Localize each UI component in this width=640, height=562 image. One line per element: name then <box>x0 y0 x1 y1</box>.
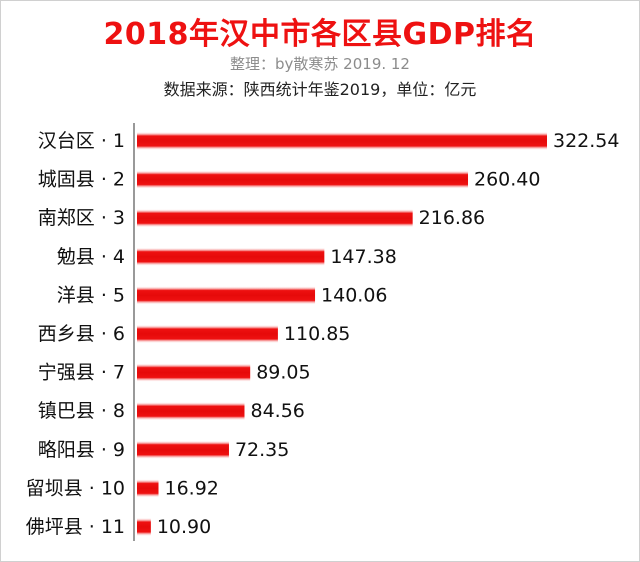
chart-subtitle: 整理：by散寒苏 2019. 12 <box>230 55 410 73</box>
category-label-group: 汉台区 · 1 城固县 · 2 南郑区 · 3 勉县 · 4 洋县 · 5 西乡县 · 6… <box>26 130 125 538</box>
value-label: 110.85 <box>284 323 350 345</box>
value-label: 140.06 <box>321 284 387 306</box>
category-label: 汉台区 · 1 <box>38 130 125 152</box>
value-label: 16.92 <box>165 477 219 499</box>
bar <box>137 518 151 536</box>
category-label: 南郑区 · 3 <box>38 207 125 229</box>
value-label: 147.38 <box>330 246 396 268</box>
value-label: 84.56 <box>250 400 304 422</box>
bar <box>137 479 159 498</box>
value-label: 72.35 <box>235 439 289 461</box>
category-label: 洋县 · 5 <box>57 284 125 306</box>
bar <box>137 170 469 189</box>
bar <box>137 286 316 305</box>
bar <box>137 402 245 421</box>
value-label: 322.54 <box>553 130 619 152</box>
category-label: 略阳县 · 9 <box>38 439 125 461</box>
chart-source-note: 数据来源：陕西统计年鉴2019，单位：亿元 <box>163 80 477 99</box>
value-label-group: 322.54 260.40 216.86 147.38 140.06 110.85 89.0… <box>157 130 620 538</box>
chart-title: 2018年汉中市各区县GDP排名 <box>103 17 537 52</box>
value-label: 216.86 <box>419 207 485 229</box>
bar <box>137 325 278 343</box>
bar <box>137 440 229 459</box>
category-label: 镇巴县 · 8 <box>38 400 125 422</box>
category-label: 佛坪县 · 11 <box>26 516 125 538</box>
bar <box>137 132 547 150</box>
category-label: 城固县 · 2 <box>38 169 125 191</box>
value-label: 10.90 <box>157 516 211 538</box>
value-label: 260.40 <box>474 169 540 191</box>
value-label: 89.05 <box>256 362 310 384</box>
category-label: 勉县 · 4 <box>57 246 125 268</box>
category-label: 西乡县 · 6 <box>38 323 125 345</box>
bar <box>137 209 413 228</box>
bar <box>137 363 251 382</box>
category-label: 宁强县 · 7 <box>38 362 125 384</box>
bar-group <box>137 132 547 536</box>
bar <box>137 247 325 266</box>
category-label: 留坝县 · 10 <box>26 477 125 499</box>
